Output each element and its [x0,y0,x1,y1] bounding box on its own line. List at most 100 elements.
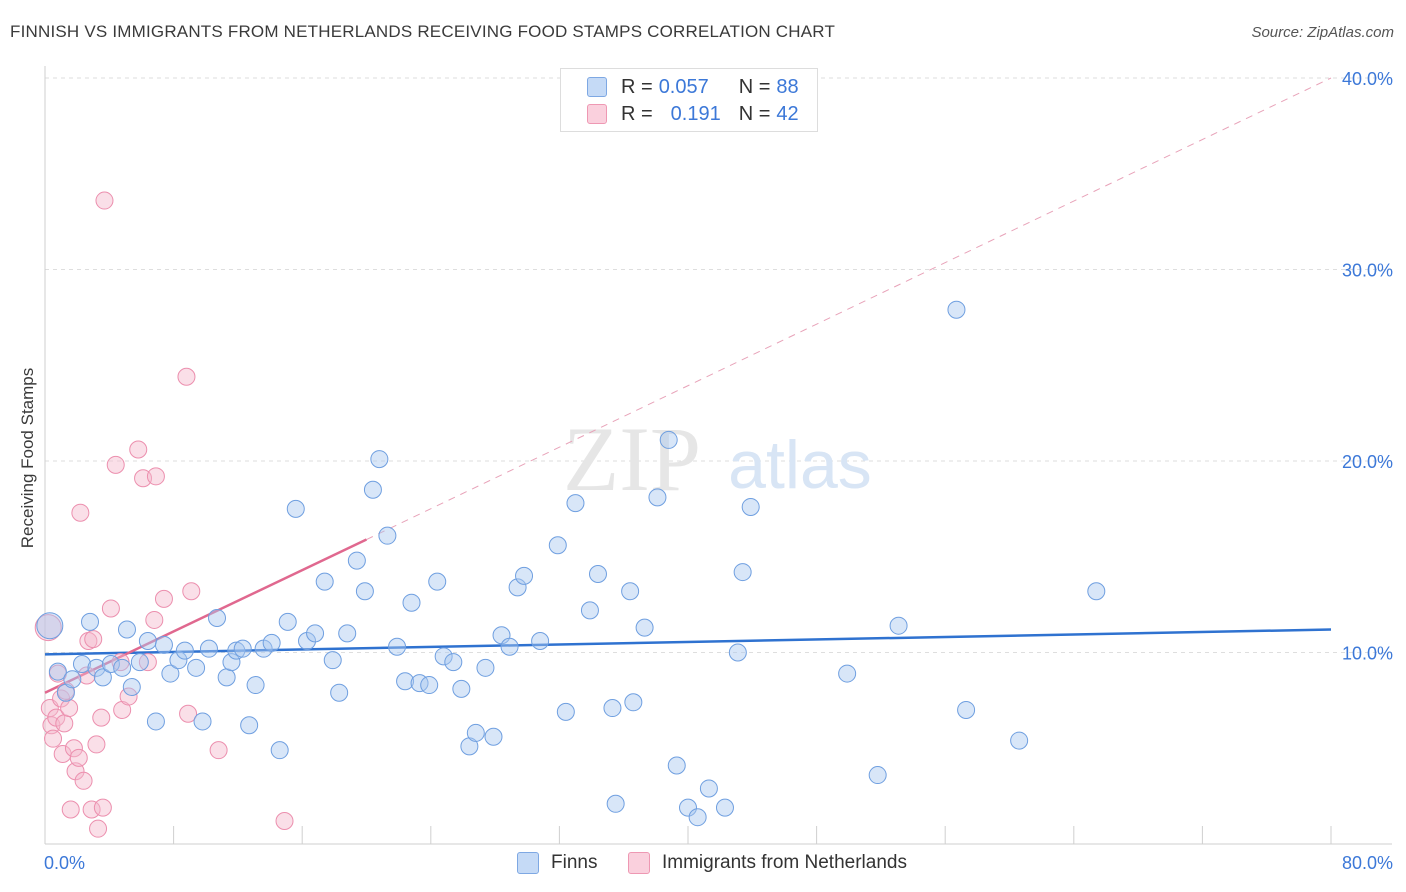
watermark-atlas: atlas [728,427,872,503]
netherlands-point [129,440,148,459]
y-tick-label: 20.0% [1342,452,1393,472]
y-tick-label: 40.0% [1342,69,1393,89]
netherlands-point [61,800,80,819]
netherlands-point [209,741,228,760]
finns-point [396,672,415,691]
netherlands-point [275,812,294,831]
axes [44,66,1392,845]
finns-point [476,658,495,677]
finns-point [484,727,503,746]
finns-point [161,664,180,683]
finns-point [957,700,976,719]
finns-point [36,612,64,640]
netherlands-point [74,771,93,790]
finns-point [306,624,325,643]
finns-point [548,536,567,555]
finns-point [233,639,252,658]
finns-point [199,639,218,658]
gridlines [45,77,1392,653]
netherlands-point [106,455,125,474]
y-tick-label: 10.0% [1342,644,1393,664]
finns-point [621,582,640,601]
legend-row-netherlands: R = 0.191 N = 42 [587,101,799,127]
netherlands-point [87,735,106,754]
legend-r-label: R = [621,75,653,98]
netherlands-point [145,610,164,629]
netherlands-point [119,687,138,706]
finns-point [566,494,585,513]
finns-point [138,632,157,651]
finns-point [81,612,100,631]
series-swatch-finns [517,852,539,874]
finns-point [323,651,342,670]
finns-point [87,658,106,677]
netherlands-point [89,819,108,838]
finns-point [169,651,188,670]
finns-point [278,612,297,631]
finns-point [500,637,519,656]
netherlands-point [84,630,103,649]
finns-point [889,616,908,635]
legend-n-value: 88 [776,75,799,98]
finns-point [434,647,453,666]
finns-point [217,668,236,687]
finns-point [286,499,305,518]
netherlands-point [44,729,63,748]
source-label: Source: ZipAtlas.com [1251,24,1394,41]
finns-point [355,582,374,601]
finns-point [330,683,349,702]
watermark-zip: ZIP [563,408,701,510]
netherlands-point [71,503,90,522]
finns-point [606,794,625,813]
finns-point [222,653,241,672]
netherlands-point [182,582,201,601]
netherlands-trend-line [44,538,368,694]
finns-point [452,679,471,698]
netherlands-point [82,800,101,819]
netherlands-point [154,589,173,608]
series-legend-netherlands[interactable]: Immigrants from Netherlands [628,852,907,874]
netherlands-point [101,599,120,618]
series-legend: Finns Immigrants from Netherlands [0,852,1406,878]
finns-point [388,637,407,656]
series-legend-finns[interactable]: Finns [517,852,597,874]
finns-point [347,551,366,570]
finns-point [227,641,246,660]
finns-point [48,662,67,681]
finns-point [556,702,575,721]
legend-r-value: 0.057 [658,75,709,98]
netherlands-point [146,467,165,486]
legend-r-value: 0.191 [670,102,721,125]
finns-point [466,723,485,742]
netherlands-point [95,191,114,210]
netherlands-point [179,704,198,723]
finns-point [688,808,707,827]
chart-title: FINNISH VS IMMIGRANTS FROM NETHERLANDS R… [10,22,836,41]
finns-point [363,480,382,499]
finns-point [338,624,357,643]
finns-point [728,643,747,662]
finns-point [508,578,527,597]
finns-point [402,593,421,612]
netherlands-point [92,708,111,727]
netherlands-point [93,798,112,817]
netherlands-trend-extension [366,77,1332,540]
finns-point [154,635,173,654]
finns-point [262,633,281,652]
finns-point [838,664,857,683]
finns-point [715,798,734,817]
finns-point [667,756,686,775]
watermark: ZIP atlas [563,408,872,510]
finns-point [733,563,752,582]
finns-point [63,670,82,689]
finns-point [122,677,141,696]
tick-labels: 10.0% 20.0% 30.0% 40.0% 0.0% 80.0% [44,69,1393,873]
legend-r-label: R = [621,102,653,125]
netherlands-point [77,666,96,685]
finns-point [1087,582,1106,601]
legend-swatch-netherlands [587,104,607,124]
finns-point [175,641,194,660]
finns-point [101,654,120,673]
finns-point [515,566,534,585]
finns-point [531,632,550,651]
